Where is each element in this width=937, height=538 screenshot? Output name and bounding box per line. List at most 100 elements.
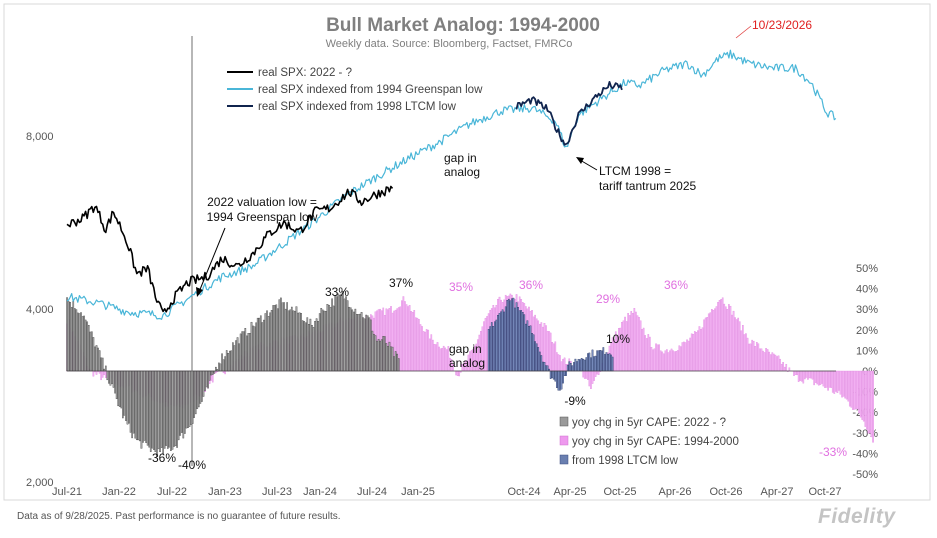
bar-2022-65: [167, 371, 168, 449]
bar-2022-159: [313, 327, 314, 371]
bar-ltcm-291: [517, 307, 518, 371]
bar-2022-63: [164, 371, 165, 448]
bar-2022-25: [105, 366, 106, 371]
bar-ltcm-285: [508, 299, 509, 371]
bar-2022-151: [300, 313, 301, 371]
bar-1994-457: [775, 355, 776, 371]
bar-1994-485: [818, 371, 819, 385]
bar-ltcm-307: [542, 362, 543, 371]
bar-2022-27: [108, 371, 109, 383]
bar-ltcm-322: [566, 371, 567, 376]
bar-2022-163: [319, 313, 320, 371]
bar-ltcm-299: [530, 326, 531, 371]
bar-1994-452: [767, 349, 768, 371]
label-minus40pct: -40%: [178, 458, 206, 472]
bar-1994-235: [431, 335, 432, 371]
bar-1994-446: [758, 344, 759, 371]
bar-1994-317: [558, 354, 559, 371]
bar-1994-358: [621, 322, 622, 371]
bar-1994-23: [102, 371, 103, 377]
bar-1994-498: [838, 371, 839, 390]
bar-2022-199: [375, 335, 376, 371]
bar-1994-271: [486, 316, 487, 371]
legend-swatch-cape-1994: [560, 436, 568, 445]
bar-ltcm-330: [578, 359, 579, 371]
bar-2022-93: [211, 371, 212, 375]
bar-1994-313: [552, 342, 553, 371]
label-36pct-a: 36%: [519, 278, 543, 292]
bar-1994-309: [545, 325, 546, 371]
bar-1994-440: [748, 344, 749, 371]
bar-2022-33: [118, 371, 119, 406]
bar-1994-511: [858, 371, 859, 413]
bar-2022-40: [128, 371, 129, 423]
bar-ltcm-300: [531, 333, 532, 371]
bar-ltcm-290: [516, 303, 517, 371]
bar-2022-107: [232, 343, 233, 371]
bar-2022-18: [94, 347, 95, 371]
bar-1994-443: [753, 341, 754, 371]
bar-1994-237: [434, 344, 435, 371]
bar-1994-372: [643, 328, 644, 371]
bar-ltcm-338: [590, 358, 591, 371]
bar-2022-50: [144, 371, 145, 441]
bar-1994-24: [104, 371, 105, 375]
bar-1994-230: [423, 331, 424, 371]
y-right-tick-3: 20%: [856, 325, 878, 337]
bar-2022-210: [392, 347, 393, 371]
bar-1994-335: [586, 371, 587, 378]
bar-2022-45: [136, 371, 137, 440]
bar-1994-25: [105, 371, 106, 378]
bar-2022-43: [133, 371, 134, 433]
bar-2022-60: [159, 371, 160, 452]
bar-2022-29: [111, 371, 112, 384]
bar-2022-207: [387, 346, 388, 371]
bar-2022-138: [280, 298, 281, 371]
bar-2022-164: [321, 308, 322, 371]
bar-ltcm-272: [488, 329, 489, 371]
bar-1994-463: [784, 367, 785, 371]
bar-ltcm-296: [525, 324, 526, 371]
bar-ltcm-350: [609, 354, 610, 371]
bar-2022-42: [132, 371, 133, 438]
bar-1994-518: [869, 371, 870, 433]
bar-1994-231: [424, 332, 425, 371]
bar-2022-111: [238, 344, 239, 371]
bar-1994-428: [730, 306, 731, 371]
y-right-tick-2: 30%: [856, 304, 878, 316]
bar-ltcm-344: [600, 350, 601, 371]
x-tick-6: Jul-24: [357, 486, 387, 498]
bar-2022-100: [221, 354, 222, 371]
bar-1994-371: [641, 329, 642, 371]
bar-ltcm-316: [556, 371, 557, 388]
bar-2022-117: [248, 333, 249, 371]
bar-2022-116: [246, 336, 247, 371]
bar-1994-423: [722, 298, 723, 371]
annotation-gap-top-line2: analog: [444, 165, 480, 179]
bar-2022-130: [268, 316, 269, 371]
annotation-ltcm-line1: LTCM 1998 =: [599, 164, 671, 178]
bar-2022-145: [291, 307, 292, 371]
bar-1994-22: [101, 371, 102, 380]
bar-1994-321: [564, 358, 565, 371]
chart-subtitle: Weekly data. Source: Bloomberg, Factset,…: [326, 38, 573, 50]
bar-1994-417: [713, 310, 714, 371]
bar-1994-343: [598, 371, 599, 375]
bar-2022-106: [231, 351, 232, 371]
bar-1994-490: [826, 371, 827, 387]
bar-ltcm-280: [500, 312, 501, 371]
bar-1994-228: [420, 324, 421, 371]
bar-1994-508: [854, 371, 855, 409]
x-tick-0: Jul-21: [52, 486, 82, 498]
bar-2022-92: [209, 371, 210, 380]
bar-ltcm-306: [541, 355, 542, 371]
bar-2022-213: [397, 354, 398, 371]
bar-1994-474: [801, 371, 802, 381]
bar-2022-182: [349, 307, 350, 371]
bar-ltcm-314: [553, 371, 554, 379]
annotation-gap-bottom-line2: analog: [449, 356, 485, 370]
bar-1994-102: [225, 371, 226, 374]
bar-1994-470: [795, 371, 796, 375]
bar-2022-26: [107, 371, 108, 380]
label-29pct: 29%: [596, 292, 620, 306]
